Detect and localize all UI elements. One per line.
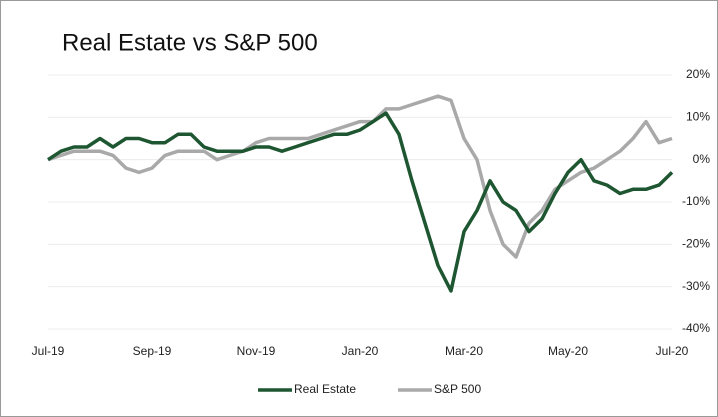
x-tick-label: Sep-19 xyxy=(133,344,172,358)
x-tick-label: May-20 xyxy=(548,344,588,358)
y-tick-label: 0% xyxy=(693,152,711,166)
y-tick-label: -20% xyxy=(682,237,710,251)
legend-label: Real Estate xyxy=(294,382,356,396)
chart-title: Real Estate vs S&P 500 xyxy=(62,29,318,56)
x-tick-label: Nov-19 xyxy=(237,344,276,358)
y-tick-label: 20% xyxy=(686,67,710,81)
y-tick-label: -10% xyxy=(682,194,710,208)
y-tick-label: -30% xyxy=(682,279,710,293)
x-tick-label: Jul-20 xyxy=(656,344,689,358)
y-tick-label: -40% xyxy=(682,321,710,335)
x-tick-label: Jan-20 xyxy=(342,344,379,358)
x-tick-label: Jul-19 xyxy=(32,344,65,358)
series-line xyxy=(47,94,673,259)
series-line xyxy=(47,111,674,293)
legend-label: S&P 500 xyxy=(434,382,481,396)
y-tick-label: 10% xyxy=(686,110,710,124)
x-tick-label: Mar-20 xyxy=(445,344,483,358)
